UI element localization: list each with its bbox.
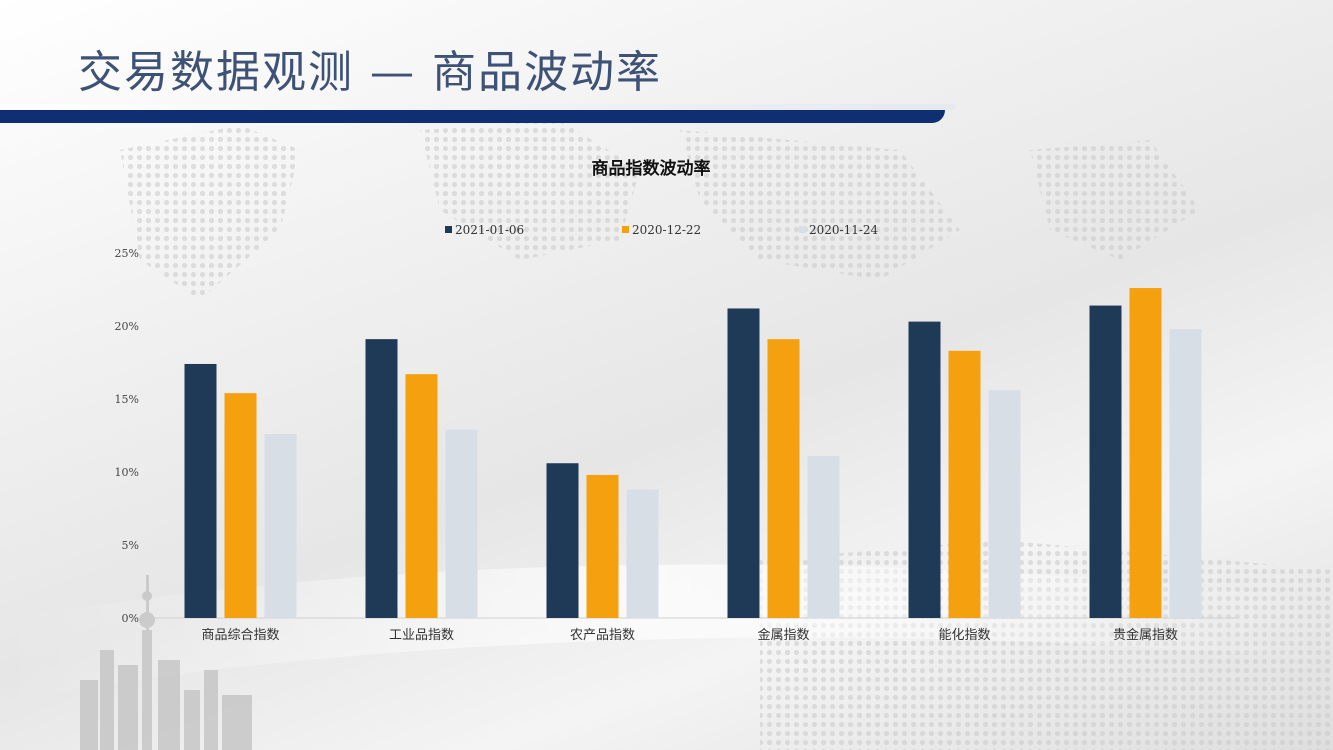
bar-2021-01-06-工业品指数 xyxy=(365,339,398,618)
title-bar-highlight xyxy=(0,104,955,110)
y-axis: 0% 5% 10% 15% 20% 25% xyxy=(115,247,139,625)
x-category-label: 商品综合指数 xyxy=(201,628,279,643)
x-category-label: 农产品指数 xyxy=(570,628,635,643)
bar-2021-01-06-能化指数 xyxy=(908,321,941,618)
x-category-label: 贵金属指数 xyxy=(1113,627,1178,643)
bar-2021-01-06-商品综合指数 xyxy=(184,363,217,618)
legend-swatch xyxy=(799,226,806,233)
y-tick-label: 15% xyxy=(115,393,139,406)
bar-2020-12-22-能化指数 xyxy=(948,350,981,618)
bar-2020-11-24-商品综合指数 xyxy=(264,434,297,618)
title-underline-bar xyxy=(0,110,945,123)
world-map-dots xyxy=(120,120,1333,750)
y-tick-label: 20% xyxy=(115,320,139,333)
x-axis: 商品综合指数 工业品指数 农产品指数 金属指数 能化指数 贵金属指数 xyxy=(201,627,1178,643)
x-category-label: 工业品指数 xyxy=(389,628,454,643)
bar-2020-12-22-工业品指数 xyxy=(405,374,438,618)
bar-2020-11-24-金属指数 xyxy=(807,455,840,618)
bar-2020-11-24-工业品指数 xyxy=(445,429,478,618)
legend-swatch xyxy=(445,226,452,233)
bar-2020-11-24-能化指数 xyxy=(988,390,1021,618)
bar-2021-01-06-金属指数 xyxy=(727,308,760,618)
legend-label: 2020-12-22 xyxy=(632,223,701,237)
bar-2021-01-06-贵金属指数 xyxy=(1089,305,1122,618)
city-skyline xyxy=(80,575,252,750)
legend-swatch xyxy=(622,226,629,233)
x-category-label: 金属指数 xyxy=(757,627,809,643)
bar-2020-12-22-商品综合指数 xyxy=(224,393,257,618)
chart-bars xyxy=(184,288,1202,618)
page-title: 交易数据观测 — 商品波动率 xyxy=(78,47,662,98)
y-tick-label: 10% xyxy=(115,466,139,479)
y-tick-label: 5% xyxy=(122,539,139,552)
chart-legend: 2021-01-06 2020-12-22 2020-11-24 xyxy=(445,223,879,237)
bar-2020-12-22-农产品指数 xyxy=(586,474,619,618)
volatility-bar-chart: 商品指数波动率 2021-01-06 2020-12-22 2020-11-24 0… xyxy=(115,158,1236,643)
bar-2021-01-06-农产品指数 xyxy=(546,463,579,618)
y-tick-label: 25% xyxy=(115,247,139,260)
bar-2020-12-22-贵金属指数 xyxy=(1129,288,1162,618)
legend-label: 2021-01-06 xyxy=(455,223,524,237)
bar-2020-11-24-农产品指数 xyxy=(626,489,659,618)
bar-2020-12-22-金属指数 xyxy=(767,339,800,618)
legend-label: 2020-11-24 xyxy=(809,223,879,237)
y-tick-label: 0% xyxy=(122,612,139,625)
bar-2020-11-24-贵金属指数 xyxy=(1169,328,1202,618)
chart-title: 商品指数波动率 xyxy=(592,158,711,178)
x-category-label: 能化指数 xyxy=(938,628,990,643)
